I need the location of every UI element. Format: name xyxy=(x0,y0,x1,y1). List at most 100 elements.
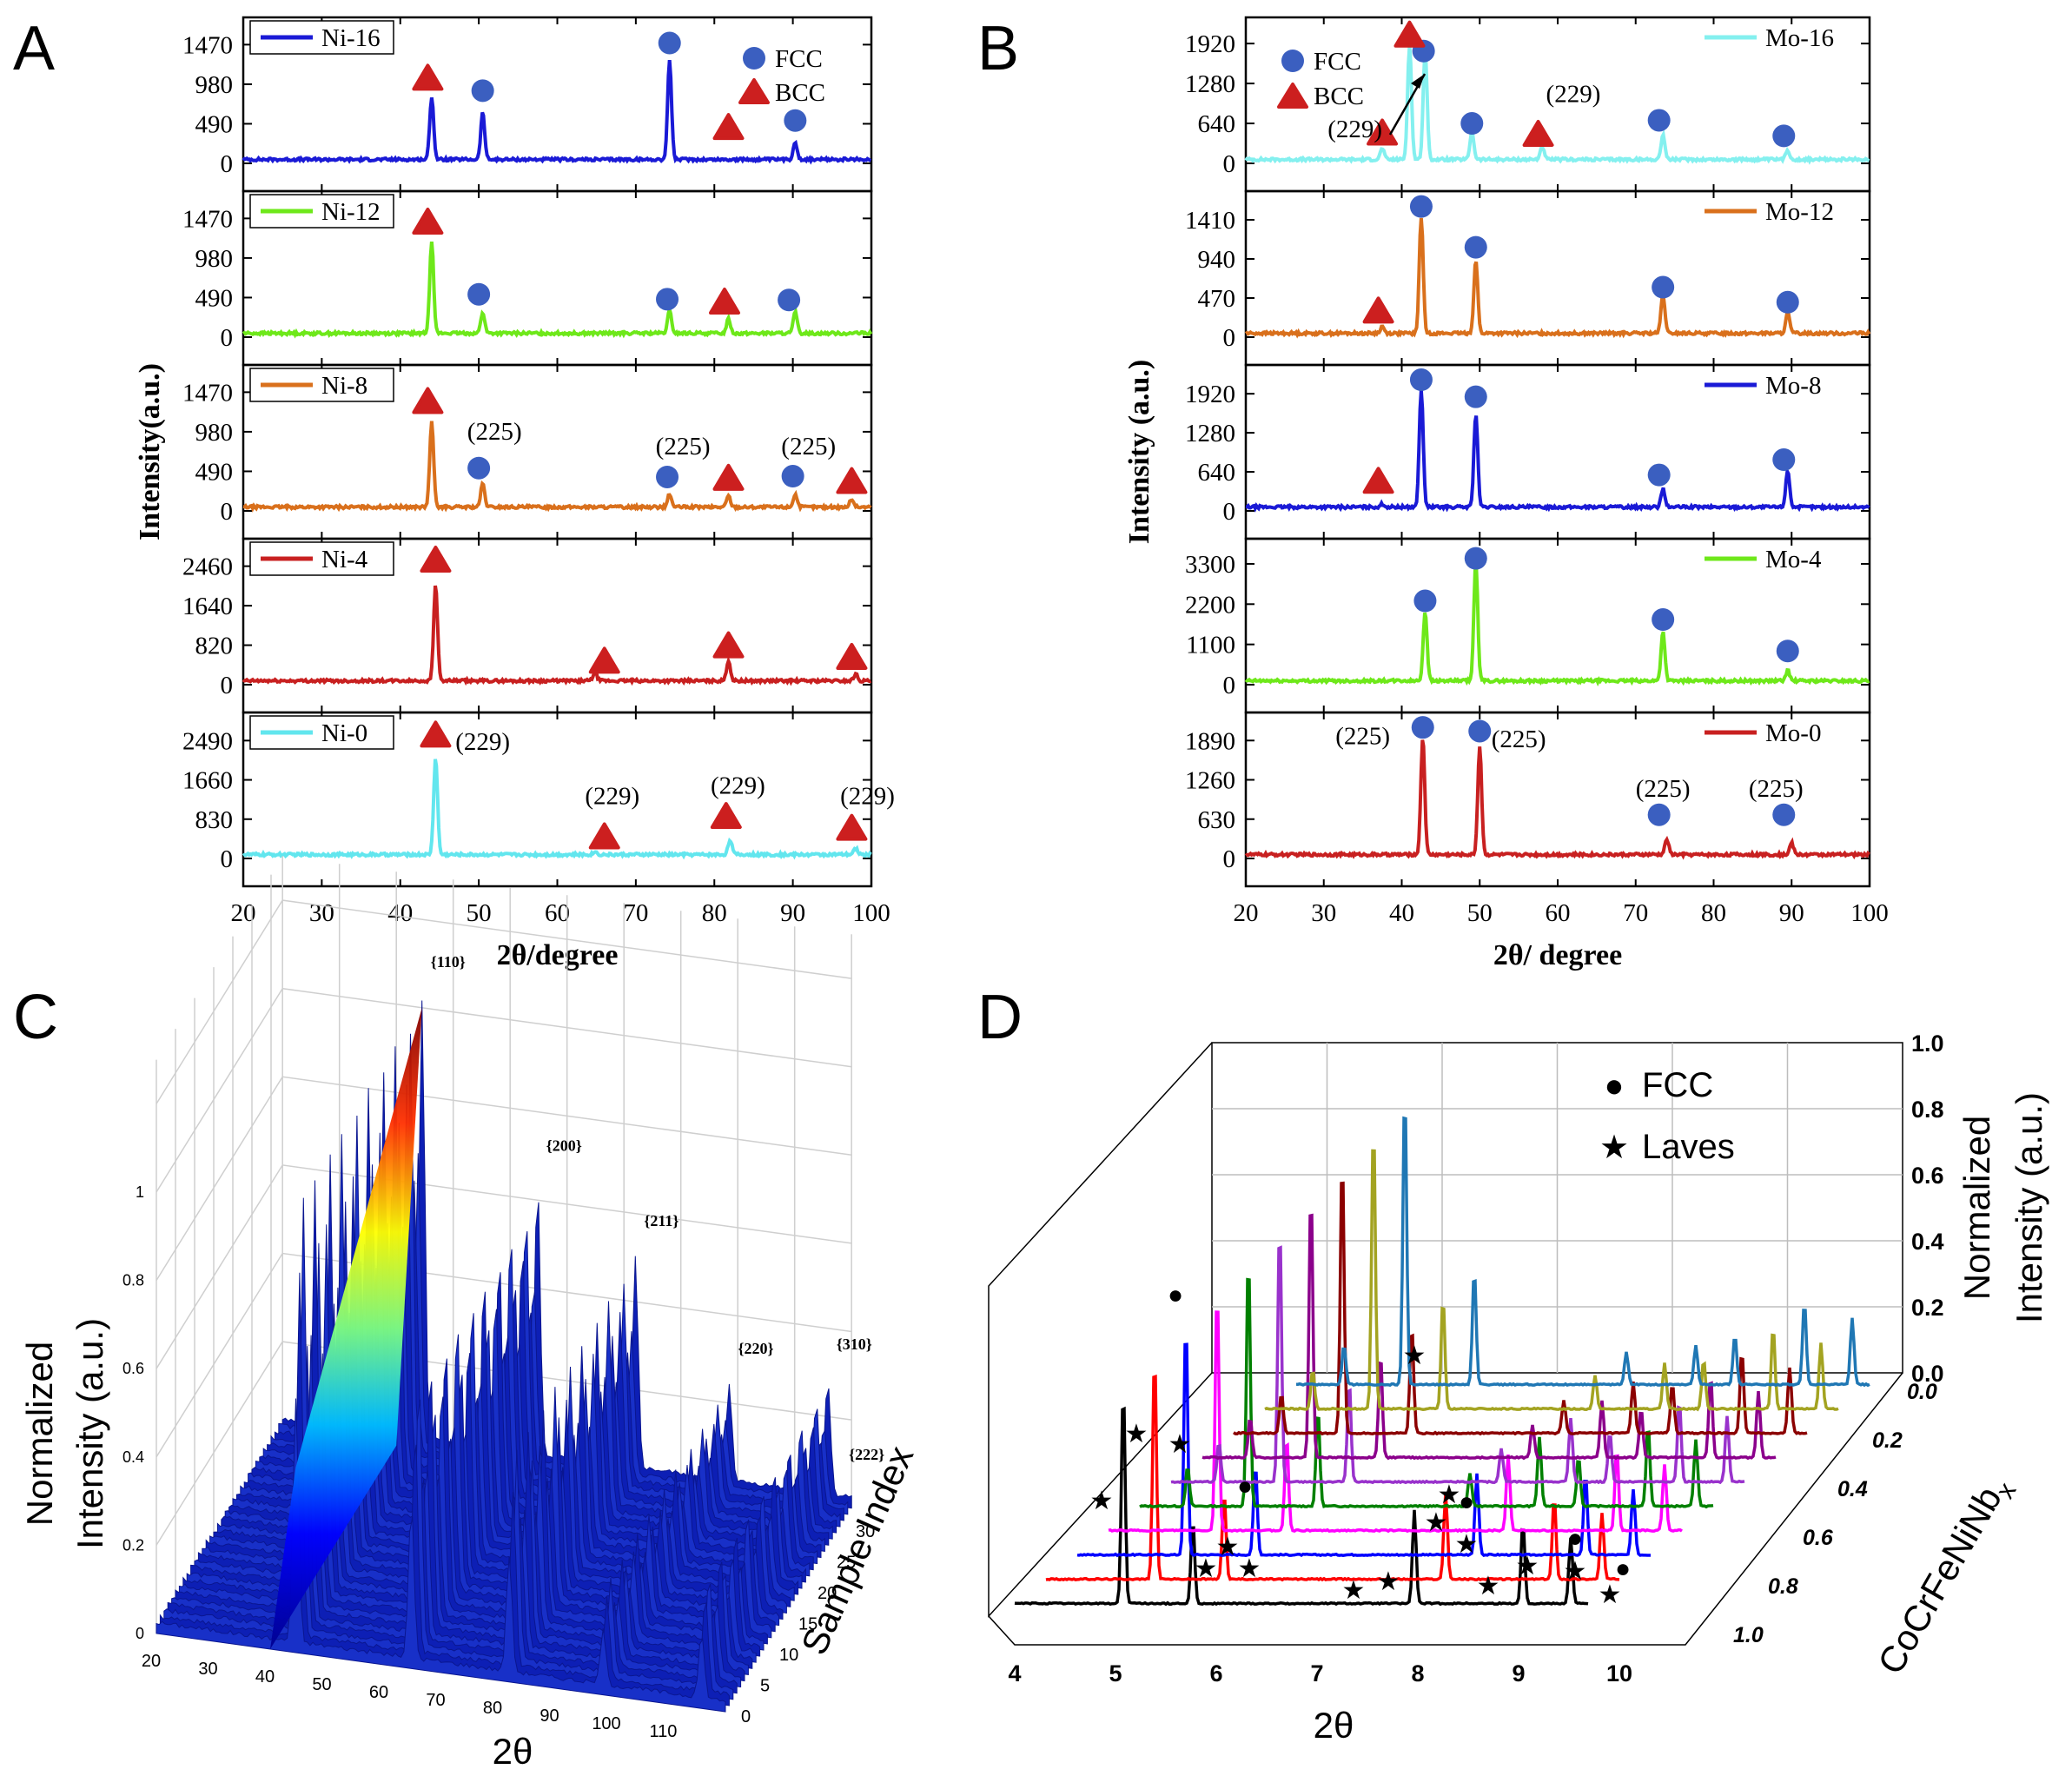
depth-tick-label: 0.4 xyxy=(1837,1477,1868,1501)
x-tick-label: 40 xyxy=(255,1667,275,1687)
laves-marker: ★ xyxy=(1090,1487,1114,1515)
y-tick-label: 30 xyxy=(856,1522,875,1541)
y-tick-label: 490 xyxy=(195,110,234,138)
fcc-marker xyxy=(1772,448,1796,472)
z-tick-label: 0.8 xyxy=(1911,1097,1944,1123)
bcc-marker xyxy=(412,63,444,91)
hkl-label: (229) xyxy=(455,728,510,756)
x-tick-label: 60 xyxy=(369,1683,388,1702)
z-tick-label: 0 xyxy=(136,1625,144,1642)
fcc-marker xyxy=(1647,803,1671,826)
y-tick-label: 1470 xyxy=(182,31,233,59)
legend-label: Mo-12 xyxy=(1765,198,1834,226)
hkl-label: {220} xyxy=(738,1340,773,1357)
bcc-marker xyxy=(588,646,620,674)
depth-tick-label: 0.8 xyxy=(1768,1574,1798,1599)
y-tick-label: 490 xyxy=(195,284,234,312)
fcc-legend-marker: ● xyxy=(1605,1068,1625,1104)
y-tick-label: 15 xyxy=(798,1615,818,1634)
fcc-marker: ● xyxy=(1459,1488,1474,1516)
hkl-label: (225) xyxy=(1749,775,1804,803)
legend-label: Mo-8 xyxy=(1765,372,1821,400)
hkl-label: (225) xyxy=(656,433,711,461)
panel-letter-d: D xyxy=(977,983,1023,1052)
fcc-marker xyxy=(467,456,491,480)
z-tick-label: 0.0 xyxy=(1911,1361,1944,1387)
x-tick-label: 10 xyxy=(1606,1660,1632,1687)
y-tick-label: 830 xyxy=(195,806,234,834)
legend-label: Mo-4 xyxy=(1765,546,1822,573)
phase-legend: FCC BCC xyxy=(738,45,825,107)
hkl-label: {110} xyxy=(431,953,466,971)
y-tick-label: 0 xyxy=(1223,672,1236,699)
z-tick-label: 0.4 xyxy=(1911,1229,1944,1255)
y-tick-label: 10 xyxy=(779,1646,798,1665)
hkl-arrow-head xyxy=(1411,74,1425,89)
fcc-marker xyxy=(1647,109,1671,132)
x-axis-label: 2θ xyxy=(493,1731,533,1772)
b-series-mo-12 xyxy=(1244,217,1871,339)
depth-axis-label: CoCrFeNiNbx xyxy=(1870,1468,2022,1685)
y-tick-label: 490 xyxy=(195,458,234,486)
b-series-mo-4 xyxy=(1244,564,1870,686)
series-line-x-0.8 xyxy=(1232,1181,1808,1436)
series-line-x-0.6 xyxy=(1170,1245,1745,1485)
fcc-legend-label: FCC xyxy=(775,45,823,73)
a-subplot-ni-8: 0 490 980 1470 (225) (225) (225) Ni-8 xyxy=(182,363,873,540)
series-line-x-0.5 xyxy=(1139,1277,1714,1509)
y-tick-label: 0 xyxy=(221,672,234,699)
bcc-marker xyxy=(412,387,444,414)
legend-label: Ni-12 xyxy=(321,198,381,226)
bcc-marker xyxy=(1367,118,1399,146)
fcc-marker xyxy=(658,31,681,55)
laves-marker: ★ xyxy=(1455,1530,1479,1559)
a-subplot-ni-4: 0 820 1640 2460 Ni-4 xyxy=(182,537,873,714)
fcc-legend-label: FCC xyxy=(1314,48,1361,76)
fcc-marker xyxy=(778,288,801,312)
z-axis-label-line2: Intensity (a.u.) xyxy=(70,1318,110,1549)
z-tick-label: 0.2 xyxy=(122,1536,144,1554)
side-wall xyxy=(988,1042,1213,1618)
fcc-marker xyxy=(1460,112,1484,136)
b-subplot-mo-0: 0 630 1260 1890 (225) (225) (225) (225) Mo-0 xyxy=(1185,711,1871,888)
y-tick-label: 1890 xyxy=(1185,727,1235,755)
b-subplot-mo-16: 0 640 1280 1920 (229) (229) Mo-16 xyxy=(1185,16,1871,193)
bcc-marker xyxy=(836,467,868,494)
fcc-legend-marker xyxy=(743,47,765,70)
legend-label: Ni-0 xyxy=(321,719,367,747)
y-tick-label: 470 xyxy=(1198,285,1236,313)
legend-label: Mo-16 xyxy=(1765,24,1834,52)
fcc-marker xyxy=(1647,463,1671,487)
x-tick-label: 60 xyxy=(545,899,570,927)
b-subplot-mo-4: 0 1100 2200 3300 Mo-4 xyxy=(1185,537,1871,714)
floor xyxy=(988,1372,1903,1646)
y-tick-label: 640 xyxy=(1198,459,1236,487)
grid-line xyxy=(156,899,852,1104)
hkl-label: (229) xyxy=(840,782,895,810)
fcc-marker xyxy=(1411,716,1434,739)
legend-label: Ni-16 xyxy=(321,24,381,52)
fcc-legend-label: FCC xyxy=(1642,1066,1713,1104)
laves-marker: ★ xyxy=(1403,1342,1427,1370)
hkl-label: (225) xyxy=(781,433,836,461)
surface-slice xyxy=(156,1398,726,1713)
bcc-marker xyxy=(712,463,745,491)
hkl-label: {310} xyxy=(837,1335,872,1353)
laves-marker: ★ xyxy=(1438,1481,1461,1509)
bcc-legend-label: BCC xyxy=(775,79,825,107)
y-tick-label: 2200 xyxy=(1185,591,1235,619)
y-tick-label: 1410 xyxy=(1185,207,1235,235)
x-tick-label: 100 xyxy=(1850,899,1889,927)
y-tick-label: 1920 xyxy=(1185,30,1235,58)
x-tick-label: 90 xyxy=(1779,899,1804,927)
depth-axis-label-main: CoCrFeNiNb xyxy=(1870,1480,2009,1681)
x-tick-label: 100 xyxy=(852,899,890,927)
laves-marker: ★ xyxy=(1125,1420,1149,1448)
fcc-marker xyxy=(781,465,804,488)
hkl-label: (225) xyxy=(1492,726,1546,753)
y-tick-label: 20 xyxy=(818,1584,837,1603)
y-axis-label: Intensity(a.u.) xyxy=(134,363,166,540)
legend-label: Ni-8 xyxy=(321,372,367,400)
b-subplot-mo-8: 0 640 1280 1920 Mo-8 xyxy=(1185,363,1871,540)
